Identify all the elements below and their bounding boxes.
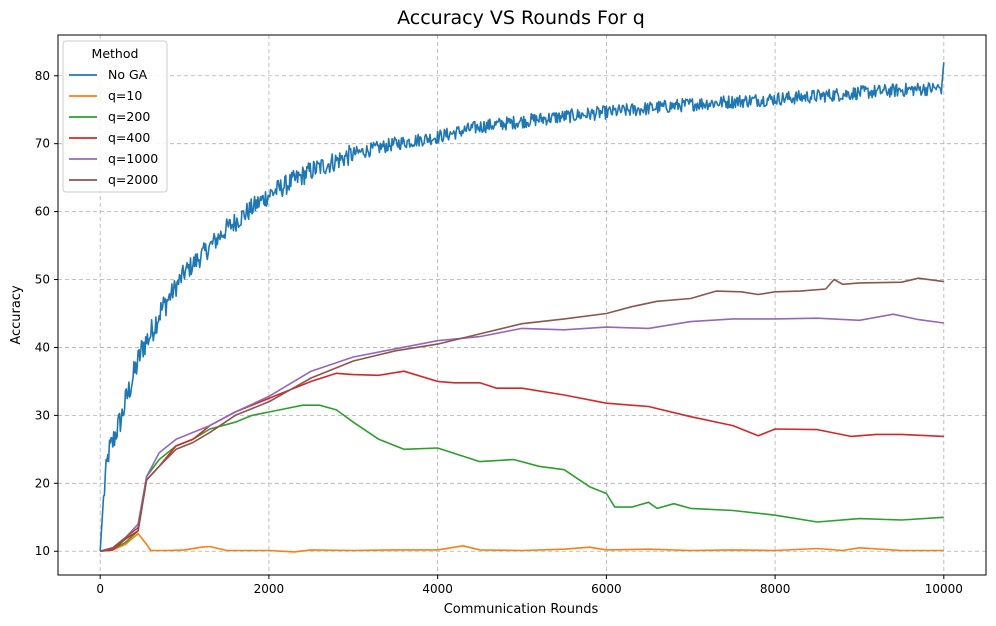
x-tick-label: 8000 xyxy=(760,582,791,596)
y-tick-label: 30 xyxy=(35,408,50,422)
y-tick-label: 40 xyxy=(35,340,50,354)
x-axis-label: Communication Rounds xyxy=(444,602,599,617)
legend-label: q=2000 xyxy=(108,172,158,187)
y-tick-label: 50 xyxy=(35,273,50,287)
y-tick-label: 70 xyxy=(35,137,50,151)
series-line-5 xyxy=(99,277,944,552)
grid-lines xyxy=(58,35,986,575)
y-tick-label: 20 xyxy=(35,476,50,490)
x-tick-label: 4000 xyxy=(422,582,453,596)
y-tick-label: 10 xyxy=(35,544,50,558)
y-tick-label: 80 xyxy=(35,69,50,83)
axis-ticks: 0 2000 4000 6000 8000 10000 10 20 30 40 50 60 70 80 xyxy=(35,69,963,596)
y-axis-label: Accuracy xyxy=(9,285,24,345)
legend-items: No GA q=10 q=200 q=400 q=1000 q=2000 xyxy=(69,67,158,187)
legend-label: q=400 xyxy=(108,130,150,145)
x-tick-label: 2000 xyxy=(254,582,285,596)
legend-title: Method xyxy=(92,46,139,61)
legend-label: No GA xyxy=(108,67,148,82)
x-tick-label: 10000 xyxy=(925,582,963,596)
chart-title: Accuracy VS Rounds For q xyxy=(397,7,645,29)
x-tick-label: 6000 xyxy=(591,582,622,596)
legend-label: q=1000 xyxy=(108,151,158,166)
series-line-4 xyxy=(99,313,944,552)
series-line-0 xyxy=(99,62,945,552)
x-tick-label: 0 xyxy=(96,582,104,596)
series-line-2 xyxy=(100,404,944,552)
legend-label: q=200 xyxy=(108,109,150,124)
y-tick-label: 60 xyxy=(35,205,50,219)
legend-label: q=10 xyxy=(108,88,142,103)
legend: Method No GA q=10 q=200 q=400 q=1000 q=2000 xyxy=(62,40,168,193)
series-line-1 xyxy=(100,532,944,553)
series-lines xyxy=(99,62,945,553)
plot-area-frame xyxy=(57,34,987,576)
legend-box xyxy=(62,40,168,193)
